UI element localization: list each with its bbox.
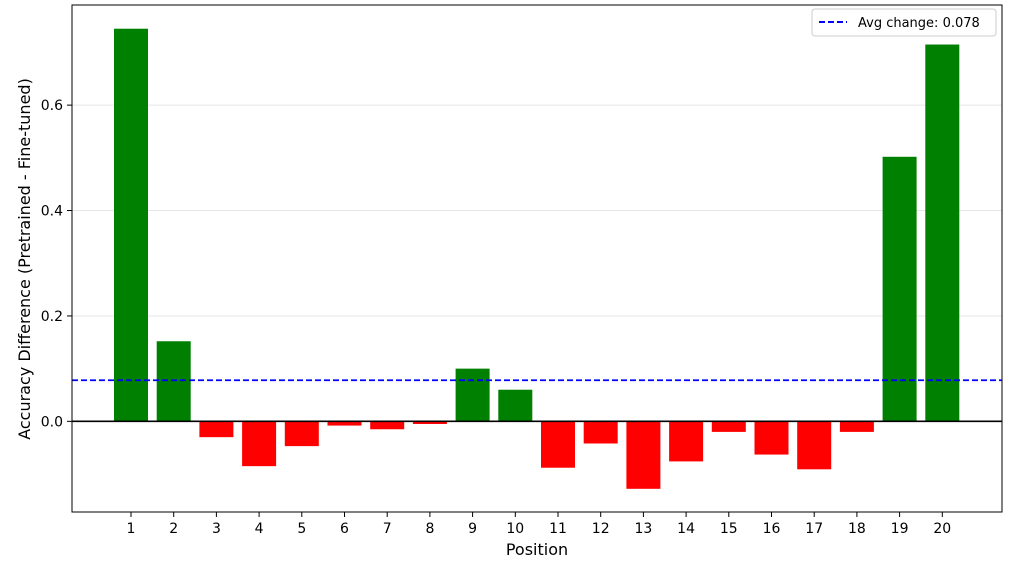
- bar-position-13: [626, 421, 661, 489]
- x-tick-label: 14: [677, 521, 695, 537]
- bar-position-12: [583, 421, 618, 444]
- x-tick-label: 7: [383, 521, 392, 537]
- bar-position-19: [882, 156, 917, 422]
- y-tick-label: 0.2: [41, 309, 63, 325]
- x-tick-label: 12: [592, 521, 610, 537]
- bar-position-6: [327, 421, 362, 426]
- x-tick-label: 6: [340, 521, 349, 537]
- x-tick-label: 1: [127, 521, 136, 537]
- x-tick-label: 4: [255, 521, 264, 537]
- y-tick-label: 0.6: [41, 98, 63, 114]
- bar-position-8: [412, 421, 447, 424]
- x-tick-label: 18: [848, 521, 866, 537]
- bar-position-17: [797, 421, 832, 470]
- x-tick-label: 17: [805, 521, 823, 537]
- bar-position-1: [114, 28, 148, 422]
- bar-position-4: [242, 421, 277, 467]
- x-tick-label: 10: [506, 521, 524, 537]
- x-tick-label: 20: [933, 521, 951, 537]
- bar-position-14: [669, 421, 704, 462]
- bar-position-11: [541, 421, 575, 468]
- bar-position-18: [839, 421, 874, 432]
- x-tick-label: 9: [468, 521, 477, 537]
- x-tick-label: 8: [425, 521, 434, 537]
- bar-position-3: [199, 421, 234, 438]
- reference-lines: [72, 379, 1002, 423]
- x-axis-label: Position: [506, 540, 568, 559]
- grid-lines: [72, 104, 1002, 422]
- x-tick-label: 13: [634, 521, 652, 537]
- x-tick-label: 3: [212, 521, 221, 537]
- tick-labels: 0.00.20.40.61 2 3 4 5 6 7 8 9 10 11 12 13 14 15 16 17 18 1…: [41, 98, 951, 537]
- bar-position-20: [925, 44, 960, 422]
- bar-position-16: [754, 421, 789, 455]
- bars: [114, 28, 960, 489]
- legend: Avg change: 0.078: [811, 8, 997, 37]
- x-tick-label: 11: [549, 521, 567, 537]
- y-tick-label: 0.4: [41, 204, 63, 220]
- x-tick-label: 16: [763, 521, 781, 537]
- bar-position-10: [498, 389, 533, 422]
- y-axis-label: Accuracy Difference (Pretrained - Fine-t…: [15, 78, 34, 440]
- bar-position-2: [156, 341, 191, 422]
- bar-position-9: [455, 368, 490, 422]
- x-tick-label: 2: [169, 521, 178, 537]
- legend-box: [811, 8, 997, 37]
- x-tick-label: 5: [297, 521, 306, 537]
- y-tick-label: 0.0: [41, 414, 63, 430]
- axes: [67, 4, 1003, 517]
- bar-position-7: [370, 421, 405, 430]
- bar-position-5: [284, 421, 319, 447]
- plot-frame: [71, 4, 1003, 513]
- x-tick-label: 19: [891, 521, 909, 537]
- legend-avg-label: Avg change: 0.078: [858, 16, 980, 31]
- x-tick-label: 15: [720, 521, 738, 537]
- bar-position-15: [711, 421, 746, 432]
